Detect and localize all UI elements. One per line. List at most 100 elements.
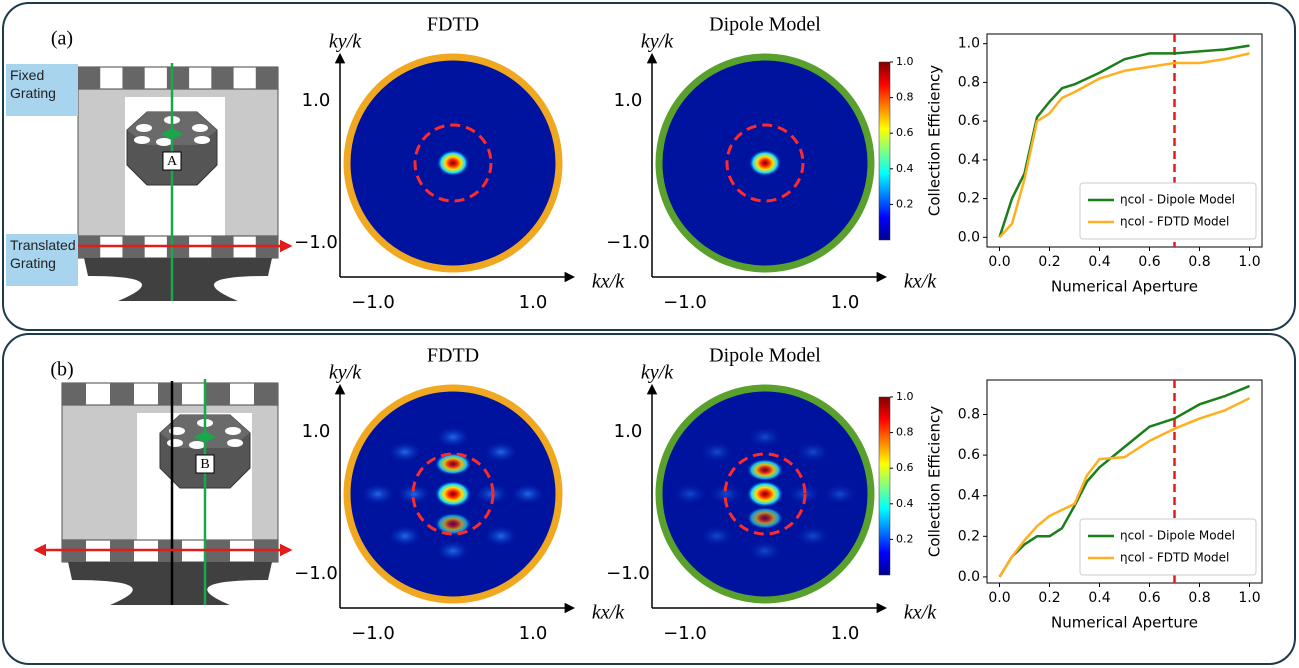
x-tick-label: 0.8 xyxy=(1188,254,1210,270)
y-tick-label: 1.0 xyxy=(958,36,980,52)
y-tick-label: 0.0 xyxy=(958,229,980,245)
x-tick-label: 0.4 xyxy=(1088,590,1110,606)
x-tick-label: 1.0 xyxy=(1238,590,1260,606)
colorbar-tick-label: 1.0 xyxy=(896,55,914,68)
colorbar xyxy=(878,61,891,241)
y-axis-label: ky/k xyxy=(329,362,362,384)
side-lobe xyxy=(797,526,829,546)
site-label: B xyxy=(200,457,209,472)
grating-tooth xyxy=(166,67,190,89)
colorbar-tick-label: 1.0 xyxy=(896,390,914,403)
y-tick-label: −1.0 xyxy=(606,563,650,584)
y-tick-label: 0.6 xyxy=(958,447,980,463)
side-lobe xyxy=(389,442,421,462)
colorbar-tick-label: 0.4 xyxy=(896,497,914,510)
side-lobe xyxy=(824,484,856,504)
side-lobe xyxy=(701,442,733,462)
y-tick-label: 0.8 xyxy=(958,407,980,423)
y-tick-label: −1.0 xyxy=(294,232,338,253)
x-tick-label: 0.2 xyxy=(1038,254,1060,270)
x-tick-label: 1.0 xyxy=(831,292,860,313)
side-lobe xyxy=(389,526,421,546)
plot-title: FDTD xyxy=(427,345,479,367)
grating-tooth xyxy=(206,383,230,405)
intensity-spot xyxy=(749,150,781,176)
plot-title: FDTD xyxy=(427,14,479,36)
x-axis-label: kx/k xyxy=(592,602,625,624)
y-axis-label: ky/k xyxy=(329,31,362,53)
y-tick-label: 1.0 xyxy=(614,90,643,111)
na-circle xyxy=(411,452,495,536)
y-tick-label: 0.4 xyxy=(958,152,980,168)
y-tick-label: 1.0 xyxy=(302,90,331,111)
y-tick-label: 0.6 xyxy=(958,113,980,129)
hole xyxy=(156,138,172,146)
hole xyxy=(167,439,183,447)
x-tick-label: −1.0 xyxy=(663,292,707,313)
hole xyxy=(192,124,208,132)
y-tick-label: 0.8 xyxy=(958,74,980,90)
grating-tooth xyxy=(122,67,145,89)
x-tick-label: 0.2 xyxy=(1038,590,1060,606)
y-tick-label: 1.0 xyxy=(614,421,643,442)
colorbar-tick-label: 0.6 xyxy=(896,461,914,474)
intensity-spot xyxy=(435,513,471,535)
grating-tooth xyxy=(158,383,182,405)
colorbar-tick-label: 0.6 xyxy=(896,126,914,139)
plot-title: Dipole Model xyxy=(709,14,821,36)
diagram-label: Translated Grating xyxy=(6,234,78,286)
series-line xyxy=(998,384,1250,578)
x-axis-label: kx/k xyxy=(592,271,625,293)
na-circle xyxy=(725,123,805,203)
intensity-spot xyxy=(435,453,471,475)
side-lobe xyxy=(437,427,469,447)
y-axis-label: Collection Efficiency xyxy=(926,65,944,216)
y-axis-label: ky/k xyxy=(641,362,674,384)
x-tick-label: 1.0 xyxy=(831,623,860,644)
x-axis-label: kx/k xyxy=(904,271,937,293)
hole xyxy=(225,427,241,435)
x-tick-label: 0.6 xyxy=(1138,590,1160,606)
x-tick-label: 1.0 xyxy=(519,623,548,644)
legend-label: ηcol - FDTD Model xyxy=(1120,551,1229,565)
panel-frame xyxy=(2,333,1296,665)
x-tick-label: 0.4 xyxy=(1088,254,1110,270)
side-lobe xyxy=(398,484,430,504)
legend-label: ηcol - Dipole Model xyxy=(1120,193,1235,207)
panel-frame xyxy=(2,2,1296,331)
substrate xyxy=(68,562,272,605)
side-lobe xyxy=(749,427,781,447)
side-lobe xyxy=(749,541,781,561)
legend-label: ηcol - FDTD Model xyxy=(1120,215,1229,229)
y-axis-label: Collection Efficiency xyxy=(926,406,944,557)
y-tick-label: 0.2 xyxy=(958,191,980,207)
grating-tooth xyxy=(254,383,278,405)
y-tick-label: 0.0 xyxy=(958,569,980,585)
x-axis-label: kx/k xyxy=(904,602,937,624)
colorbar-tick-label: 0.8 xyxy=(896,426,914,439)
hole xyxy=(134,136,150,144)
side-lobe xyxy=(485,526,517,546)
x-tick-label: 1.0 xyxy=(519,292,548,313)
grating-tooth xyxy=(255,67,278,89)
y-tick-label: 0.2 xyxy=(958,528,980,544)
intensity-spot xyxy=(437,150,469,176)
hole xyxy=(227,439,243,447)
side-lobe xyxy=(437,541,469,561)
x-tick-label: −1.0 xyxy=(663,623,707,644)
intensity-spot xyxy=(747,481,783,507)
na-circle xyxy=(413,123,493,203)
panel-label: (b) xyxy=(50,359,73,381)
side-lobe xyxy=(485,442,517,462)
plot-title: Dipole Model xyxy=(709,345,821,367)
colorbar-tick-label: 0.2 xyxy=(896,197,914,210)
x-tick-label: 0.8 xyxy=(1188,590,1210,606)
hole xyxy=(136,124,152,132)
x-tick-label: 0.6 xyxy=(1138,254,1160,270)
intensity-spot xyxy=(747,507,783,529)
y-axis-label: ky/k xyxy=(641,31,674,53)
x-axis-label: Numerical Aperture xyxy=(1051,614,1198,632)
hole xyxy=(194,136,210,144)
